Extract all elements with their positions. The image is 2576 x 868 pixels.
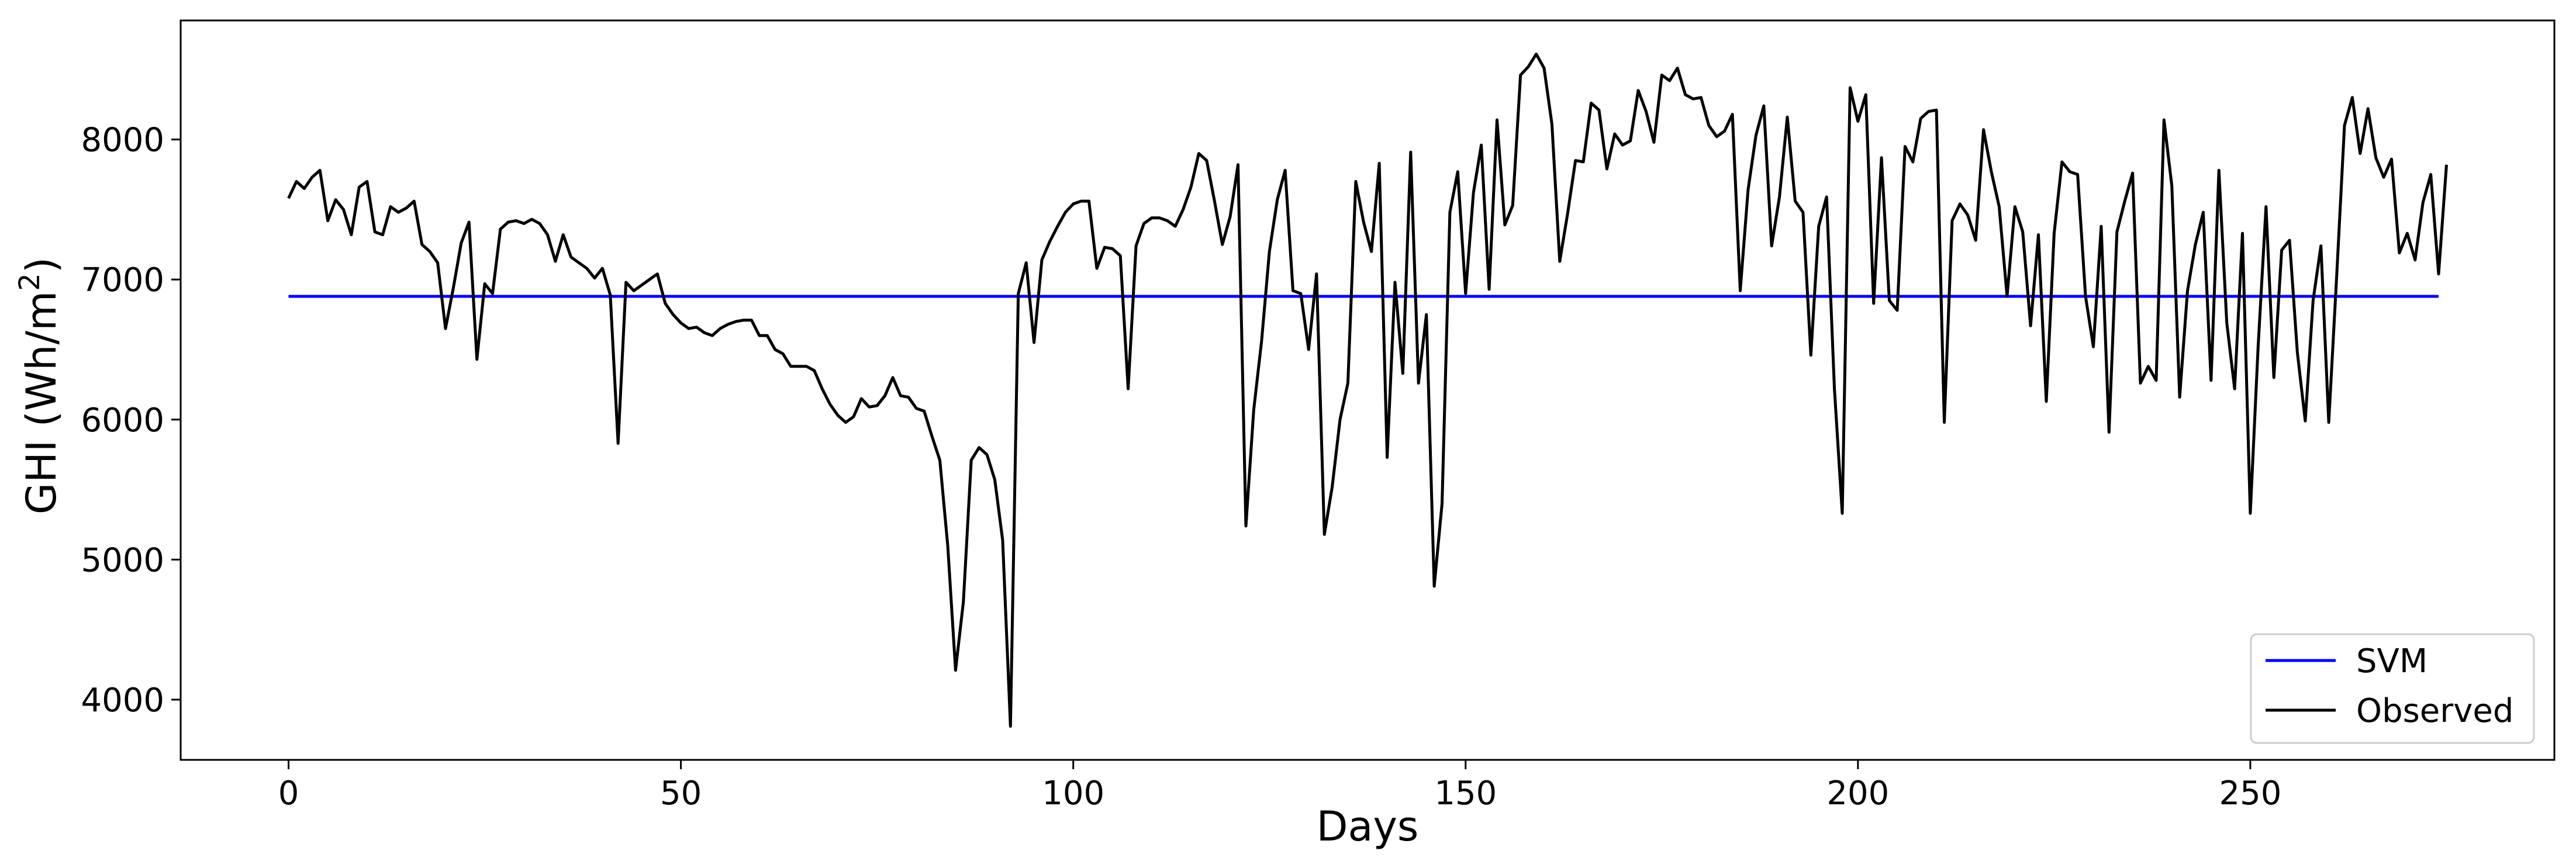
y-tick-label: 4000 (81, 682, 164, 720)
x-tick-label: 0 (278, 774, 299, 812)
legend-label-svm: SVM (2356, 642, 2427, 680)
x-tick-label: 200 (1826, 774, 1889, 812)
y-tick-label: 8000 (81, 122, 164, 160)
legend-label-observed: Observed (2356, 692, 2513, 730)
plot-area (287, 53, 2448, 728)
y-tick-label: 5000 (81, 541, 164, 579)
x-tick-label: 100 (1042, 774, 1104, 812)
x-axis-title: Days (1317, 803, 1419, 850)
legend: SVM Observed (2250, 633, 2535, 744)
y-axis-title: GHI (Wh/m2) (13, 257, 65, 514)
x-tick-label: 50 (660, 774, 702, 812)
y-tick-label: 7000 (81, 261, 164, 299)
series-line-observed (287, 53, 2448, 728)
x-tick-label: 250 (2219, 774, 2281, 812)
y-tick-label: 6000 (81, 402, 164, 440)
x-tick-label: 150 (1434, 774, 1497, 812)
axes: 0 50 100 150 200 250 4000 5000 6000 7000 8000 (81, 19, 2556, 812)
plot-frame (179, 19, 2556, 761)
